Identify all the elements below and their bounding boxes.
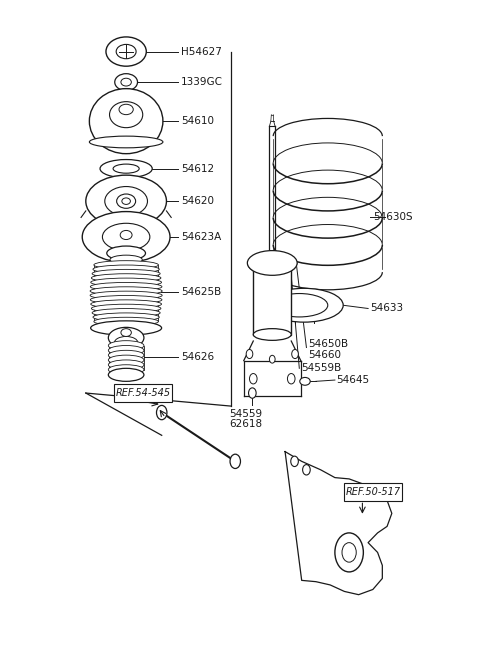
Ellipse shape [110, 255, 142, 264]
Ellipse shape [108, 368, 144, 381]
Ellipse shape [121, 329, 132, 337]
FancyBboxPatch shape [114, 384, 172, 402]
Text: 54620: 54620 [180, 196, 214, 206]
Ellipse shape [91, 304, 161, 313]
FancyBboxPatch shape [344, 483, 402, 501]
Text: 54625B: 54625B [180, 287, 221, 297]
Ellipse shape [91, 300, 161, 308]
Text: 54610: 54610 [180, 116, 214, 126]
Ellipse shape [292, 350, 299, 359]
Ellipse shape [288, 373, 295, 384]
Text: 54559: 54559 [229, 409, 263, 419]
Text: 54623A: 54623A [180, 232, 221, 242]
Text: 54633: 54633 [371, 304, 404, 314]
Ellipse shape [92, 308, 160, 317]
Ellipse shape [108, 355, 144, 365]
Ellipse shape [91, 274, 161, 282]
Text: 54626: 54626 [180, 352, 214, 362]
Ellipse shape [94, 318, 158, 326]
Ellipse shape [119, 104, 133, 115]
Ellipse shape [108, 327, 144, 348]
Ellipse shape [93, 265, 159, 274]
Ellipse shape [114, 337, 138, 350]
Ellipse shape [91, 278, 161, 287]
Ellipse shape [94, 260, 158, 269]
Text: 1339GC: 1339GC [180, 77, 223, 87]
Ellipse shape [250, 373, 257, 384]
Text: 54612: 54612 [180, 163, 214, 174]
Ellipse shape [230, 454, 240, 468]
Ellipse shape [271, 293, 328, 317]
Bar [253, 266, 291, 335]
Ellipse shape [90, 283, 162, 291]
Ellipse shape [86, 175, 167, 227]
Ellipse shape [90, 295, 162, 304]
Text: 54559B: 54559B [301, 363, 341, 373]
Ellipse shape [92, 270, 160, 278]
Ellipse shape [122, 198, 131, 205]
Text: 54645: 54645 [336, 375, 370, 385]
Ellipse shape [115, 73, 137, 91]
Ellipse shape [90, 287, 162, 295]
Ellipse shape [249, 388, 256, 398]
Ellipse shape [102, 223, 150, 251]
Text: REF.54-545: REF.54-545 [116, 388, 171, 398]
Text: 54650B: 54650B [308, 339, 348, 349]
Ellipse shape [291, 456, 299, 466]
Ellipse shape [106, 37, 146, 66]
Ellipse shape [105, 186, 147, 216]
Ellipse shape [265, 289, 343, 322]
Text: REF.50-517: REF.50-517 [346, 487, 401, 497]
Ellipse shape [113, 164, 139, 173]
Ellipse shape [120, 230, 132, 239]
Ellipse shape [116, 45, 136, 59]
Ellipse shape [107, 246, 145, 260]
Ellipse shape [342, 543, 356, 562]
Ellipse shape [100, 159, 152, 178]
Ellipse shape [253, 329, 291, 340]
Ellipse shape [302, 464, 310, 475]
Ellipse shape [89, 136, 163, 148]
Ellipse shape [108, 350, 144, 360]
Ellipse shape [82, 212, 170, 262]
Ellipse shape [247, 251, 297, 276]
Ellipse shape [93, 313, 159, 321]
Ellipse shape [156, 405, 167, 420]
Text: 54630S: 54630S [373, 213, 412, 222]
Ellipse shape [121, 78, 132, 86]
Ellipse shape [117, 194, 136, 209]
Ellipse shape [269, 356, 275, 363]
Ellipse shape [89, 89, 163, 154]
Text: 62618: 62618 [229, 419, 263, 429]
Text: 54660: 54660 [308, 350, 341, 360]
Ellipse shape [108, 360, 144, 370]
Ellipse shape [90, 291, 162, 300]
Ellipse shape [253, 260, 291, 272]
Ellipse shape [108, 340, 144, 350]
Ellipse shape [246, 350, 253, 359]
Ellipse shape [108, 365, 144, 375]
Ellipse shape [91, 321, 162, 335]
Ellipse shape [109, 102, 143, 128]
Text: H54627: H54627 [180, 47, 222, 56]
Ellipse shape [108, 346, 144, 356]
Ellipse shape [335, 533, 363, 572]
Ellipse shape [300, 377, 310, 385]
